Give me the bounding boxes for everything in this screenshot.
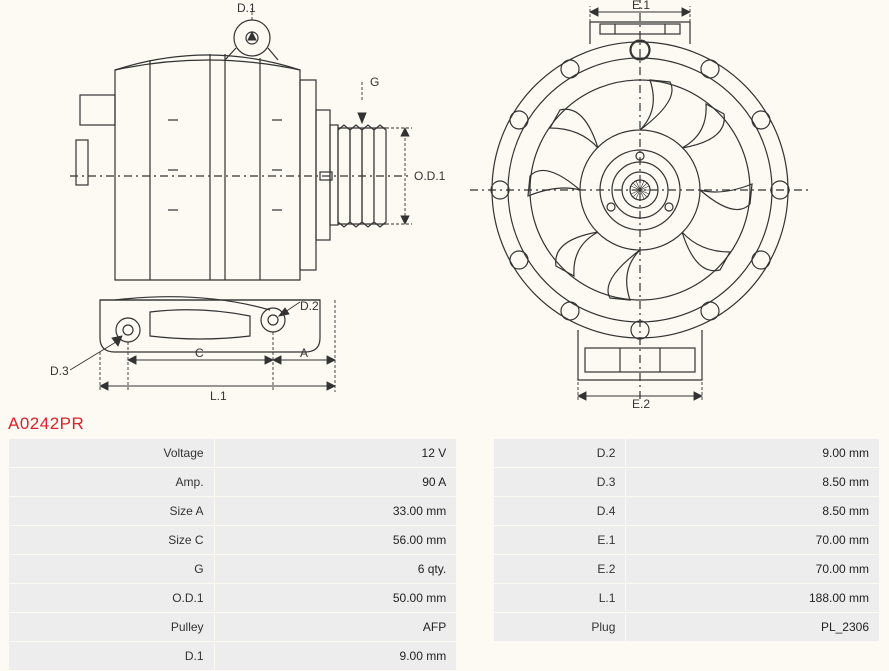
spec-label: Size C: [9, 526, 214, 554]
spec-value: 6 qty.: [215, 555, 457, 583]
spec-label: G: [9, 555, 214, 583]
spec-value: 12 V: [215, 439, 457, 467]
spec-value: 70.00 mm: [626, 526, 879, 554]
spec-label: O.D.1: [9, 584, 214, 612]
spec-value: AFP: [215, 613, 457, 641]
label-g: G: [370, 75, 379, 89]
part-number: A0242PR: [8, 414, 84, 434]
spec-value: 50.00 mm: [215, 584, 457, 612]
label-d2: D.2: [300, 299, 319, 313]
label-od1: O.D.1: [414, 169, 446, 183]
spec-table: Voltage12 VD.29.00 mmAmp.90 AD.38.50 mmS…: [8, 438, 880, 671]
spec-value: 70.00 mm: [626, 555, 879, 583]
label-d3: D.3: [50, 364, 69, 378]
spec-label: D.2: [494, 439, 626, 467]
spec-label: Pulley: [9, 613, 214, 641]
spec-value: 33.00 mm: [215, 497, 457, 525]
label-d1: D.1: [237, 1, 256, 15]
spec-label: L.1: [494, 584, 626, 612]
spec-value: 188.00 mm: [626, 584, 879, 612]
label-e1: E.1: [632, 0, 650, 12]
spec-value: PL_2306: [626, 613, 879, 641]
label-a: A: [300, 346, 308, 360]
spec-value: 9.00 mm: [215, 642, 457, 670]
side-view: [70, 20, 410, 352]
spec-value: 56.00 mm: [215, 526, 457, 554]
spec-value: 8.50 mm: [626, 468, 879, 496]
spec-label: Voltage: [9, 439, 214, 467]
label-l1: L.1: [210, 389, 227, 403]
spec-label: D.4: [494, 497, 626, 525]
front-view: [470, 0, 810, 400]
spec-label: D.1: [9, 642, 214, 670]
technical-drawing: D.1 G O.D.1 D.2 D.3 C A L.1: [0, 0, 889, 410]
spec-label: D.3: [494, 468, 626, 496]
spec-label: Size A: [9, 497, 214, 525]
label-e2: E.2: [632, 397, 650, 410]
spec-label: [494, 642, 626, 670]
spec-label: Plug: [494, 613, 626, 641]
spec-label: E.2: [494, 555, 626, 583]
spec-label: Amp.: [9, 468, 214, 496]
spec-value: 9.00 mm: [626, 439, 879, 467]
spec-label: E.1: [494, 526, 626, 554]
label-c: C: [195, 346, 204, 360]
spec-value: 90 A: [215, 468, 457, 496]
spec-value: [626, 642, 879, 670]
spec-value: 8.50 mm: [626, 497, 879, 525]
